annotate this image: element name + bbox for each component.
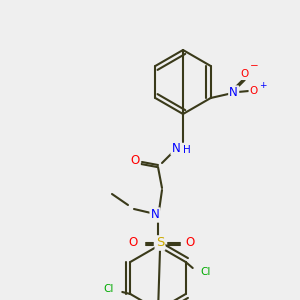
Text: O: O [128, 236, 138, 250]
Text: Cl: Cl [103, 284, 113, 294]
Text: O: O [185, 236, 195, 250]
Text: O: O [130, 154, 140, 167]
Text: S: S [156, 236, 164, 250]
Text: N: N [151, 208, 159, 221]
Text: N: N [172, 142, 180, 154]
Text: H: H [183, 145, 191, 155]
Text: O: O [250, 86, 258, 96]
Text: N: N [229, 86, 238, 100]
Text: Cl: Cl [200, 267, 211, 277]
Text: −: − [250, 61, 259, 71]
Text: +: + [259, 82, 266, 91]
Text: O: O [241, 69, 249, 79]
